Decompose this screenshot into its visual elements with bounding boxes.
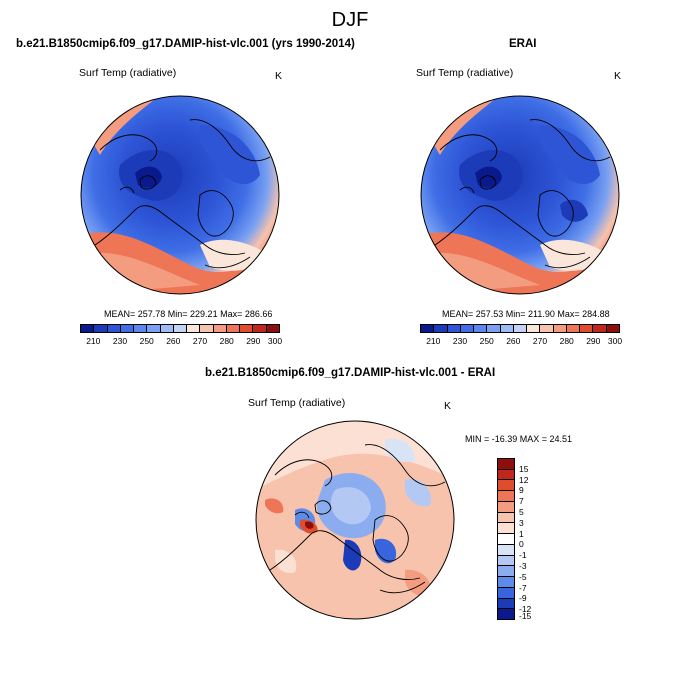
colorbar-swatch	[513, 325, 528, 332]
colorbar-swatch	[500, 325, 514, 332]
panel2-tick: 280	[559, 336, 574, 346]
colorbar-swatch	[147, 325, 161, 332]
panel2-colorbar	[420, 324, 620, 333]
colorbar-swatch	[593, 325, 607, 332]
colorbar-swatch	[498, 534, 514, 545]
colorbar-swatch	[200, 325, 214, 332]
colorbar-swatch	[566, 325, 581, 332]
panel1-title: b.e21.B1850cmip6.f09_g17.DAMIP-hist-vlc.…	[16, 38, 355, 50]
panel3-tick: 5	[519, 507, 524, 517]
colorbar-swatch	[213, 325, 227, 332]
colorbar-swatch	[487, 325, 501, 332]
colorbar-swatch	[447, 325, 461, 332]
colorbar-swatch	[134, 325, 148, 332]
panel3-tick: 7	[519, 496, 524, 507]
colorbar-swatch	[421, 325, 435, 332]
colorbar-swatch	[498, 609, 514, 620]
panel2-tick: 260	[506, 336, 521, 346]
colorbar-swatch	[498, 598, 514, 610]
panel3-tick: -7	[519, 582, 527, 593]
panel3-tick: -5	[519, 571, 527, 582]
colorbar-swatch	[160, 325, 174, 332]
colorbar-swatch	[498, 555, 514, 567]
panel3-tick: 0	[519, 539, 524, 550]
panel2-tick: 250	[479, 336, 494, 346]
panel1-tick: 260	[166, 336, 181, 346]
panel1-tick: 270	[192, 336, 208, 346]
panel2-variable-label: Surf Temp (radiative)	[416, 67, 514, 79]
colorbar-swatch	[498, 491, 514, 502]
panel3-colorbar	[497, 458, 515, 620]
colorbar-swatch	[173, 325, 188, 332]
panel1-colorbar	[80, 324, 280, 333]
colorbar-swatch	[81, 325, 95, 332]
panel2-tick: 210	[426, 336, 441, 346]
panel1-polar-map	[80, 95, 280, 295]
colorbar-swatch	[498, 501, 514, 513]
colorbar-swatch	[606, 325, 619, 332]
colorbar-swatch	[253, 325, 267, 332]
panel2-tick: 230	[452, 336, 468, 346]
colorbar-swatch	[94, 325, 108, 332]
panel1-tick: 210	[86, 336, 101, 346]
panel3-tick: -3	[519, 561, 527, 571]
colorbar-swatch	[527, 325, 541, 332]
panel1-variable-label: Surf Temp (radiative)	[79, 67, 177, 79]
colorbar-swatch	[266, 325, 279, 332]
panel3-tick: 15	[519, 463, 529, 474]
panel3-tick: -1	[519, 550, 527, 561]
panel3-title: b.e21.B1850cmip6.f09_g17.DAMIP-hist-vlc.…	[205, 367, 496, 379]
panel2-stats: MEAN= 257.53 Min= 211.90 Max= 284.88	[442, 309, 610, 319]
colorbar-swatch	[498, 577, 514, 588]
panel3-tick: 3	[519, 517, 524, 528]
panel3-tick: -15	[519, 611, 532, 621]
panel3-tick: 12	[519, 474, 529, 485]
colorbar-swatch	[434, 325, 448, 332]
panel3-tick: 1	[519, 528, 524, 539]
panel1-stats: MEAN= 257.78 Min= 229.21 Max= 286.66	[104, 309, 273, 319]
colorbar-swatch	[474, 325, 488, 332]
panel3-units-label: K	[444, 400, 452, 412]
colorbar-swatch	[460, 325, 475, 332]
figure-title: DJF	[331, 9, 369, 31]
colorbar-swatch	[553, 325, 567, 332]
colorbar-swatch	[498, 544, 514, 556]
panel3-polar-map	[255, 420, 455, 620]
panel1-units-label: K	[275, 70, 283, 82]
panel1-tick: 250	[139, 336, 154, 346]
panel2-polar-map	[420, 95, 620, 295]
colorbar-swatch	[498, 469, 514, 481]
panel3-tick: -12	[519, 604, 532, 615]
colorbar-swatch	[580, 325, 594, 332]
colorbar-swatch	[498, 512, 514, 524]
panel1-tick: 290	[246, 336, 261, 346]
panel3-stats: MIN = -16.39 MAX = 24.51	[465, 434, 573, 444]
colorbar-swatch	[498, 459, 514, 470]
panel2-tick: 300	[607, 336, 623, 346]
colorbar-swatch	[498, 587, 514, 599]
panel3-tick: 9	[519, 485, 524, 496]
colorbar-swatch	[120, 325, 135, 332]
colorbar-swatch	[187, 325, 201, 332]
panel2-tick: 290	[586, 336, 601, 346]
panel3-variable-label: Surf Temp (radiative)	[248, 397, 346, 409]
panel3-colorbar-ticks: 15 12 9 7 5 3 1 0 -1 -3 -5 -7 -9 -12 -15	[519, 458, 549, 621]
colorbar-swatch	[226, 325, 241, 332]
colorbar-swatch	[240, 325, 254, 332]
panel2-tick: 270	[532, 336, 548, 346]
panel1-tick: 230	[112, 336, 128, 346]
colorbar-swatch	[540, 325, 554, 332]
panel3-tick: -9	[519, 593, 527, 604]
panel2-colorbar-ticks: 210 230 250 260 270 280 290 300	[420, 336, 623, 348]
colorbar-swatch	[498, 566, 514, 578]
panel1-colorbar-ticks: 210 230 250 260 270 280 290 300	[80, 336, 283, 348]
colorbar-swatch	[498, 523, 514, 535]
panel1-tick: 280	[219, 336, 234, 346]
colorbar-swatch	[498, 480, 514, 492]
panel1-tick: 300	[267, 336, 283, 346]
panel2-title: ERAI	[509, 38, 537, 50]
colorbar-swatch	[107, 325, 121, 332]
panel2-units-label: K	[614, 70, 622, 82]
